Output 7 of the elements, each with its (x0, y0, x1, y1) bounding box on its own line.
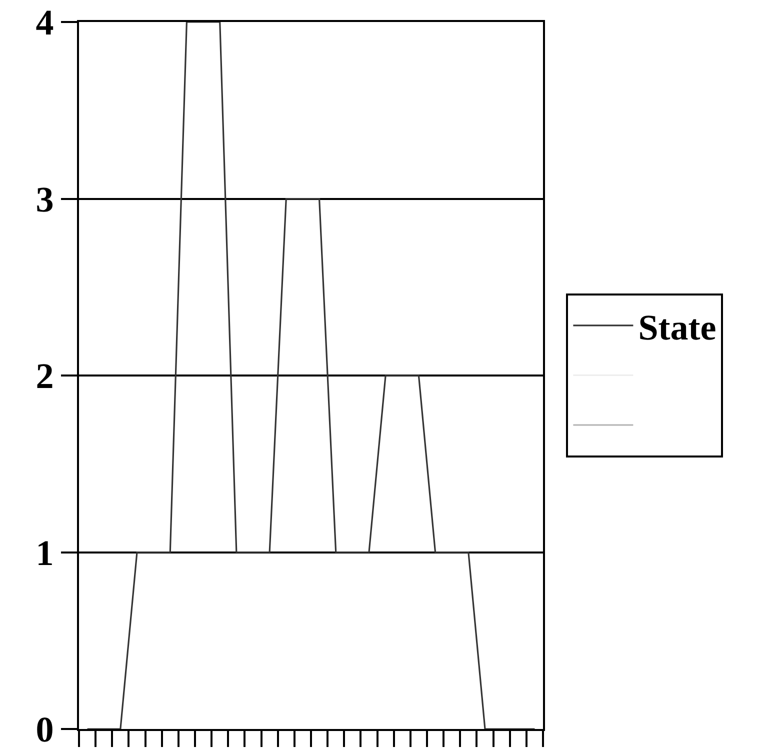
y-tick-label: 0 (36, 710, 54, 750)
y-tick-label: 1 (36, 532, 54, 573)
y-tick-label: 3 (36, 179, 54, 220)
legend-label: State (638, 307, 716, 348)
y-tick-label: 2 (36, 356, 54, 396)
line-series (86, 22, 536, 729)
y-tick-label: 4 (36, 2, 54, 43)
